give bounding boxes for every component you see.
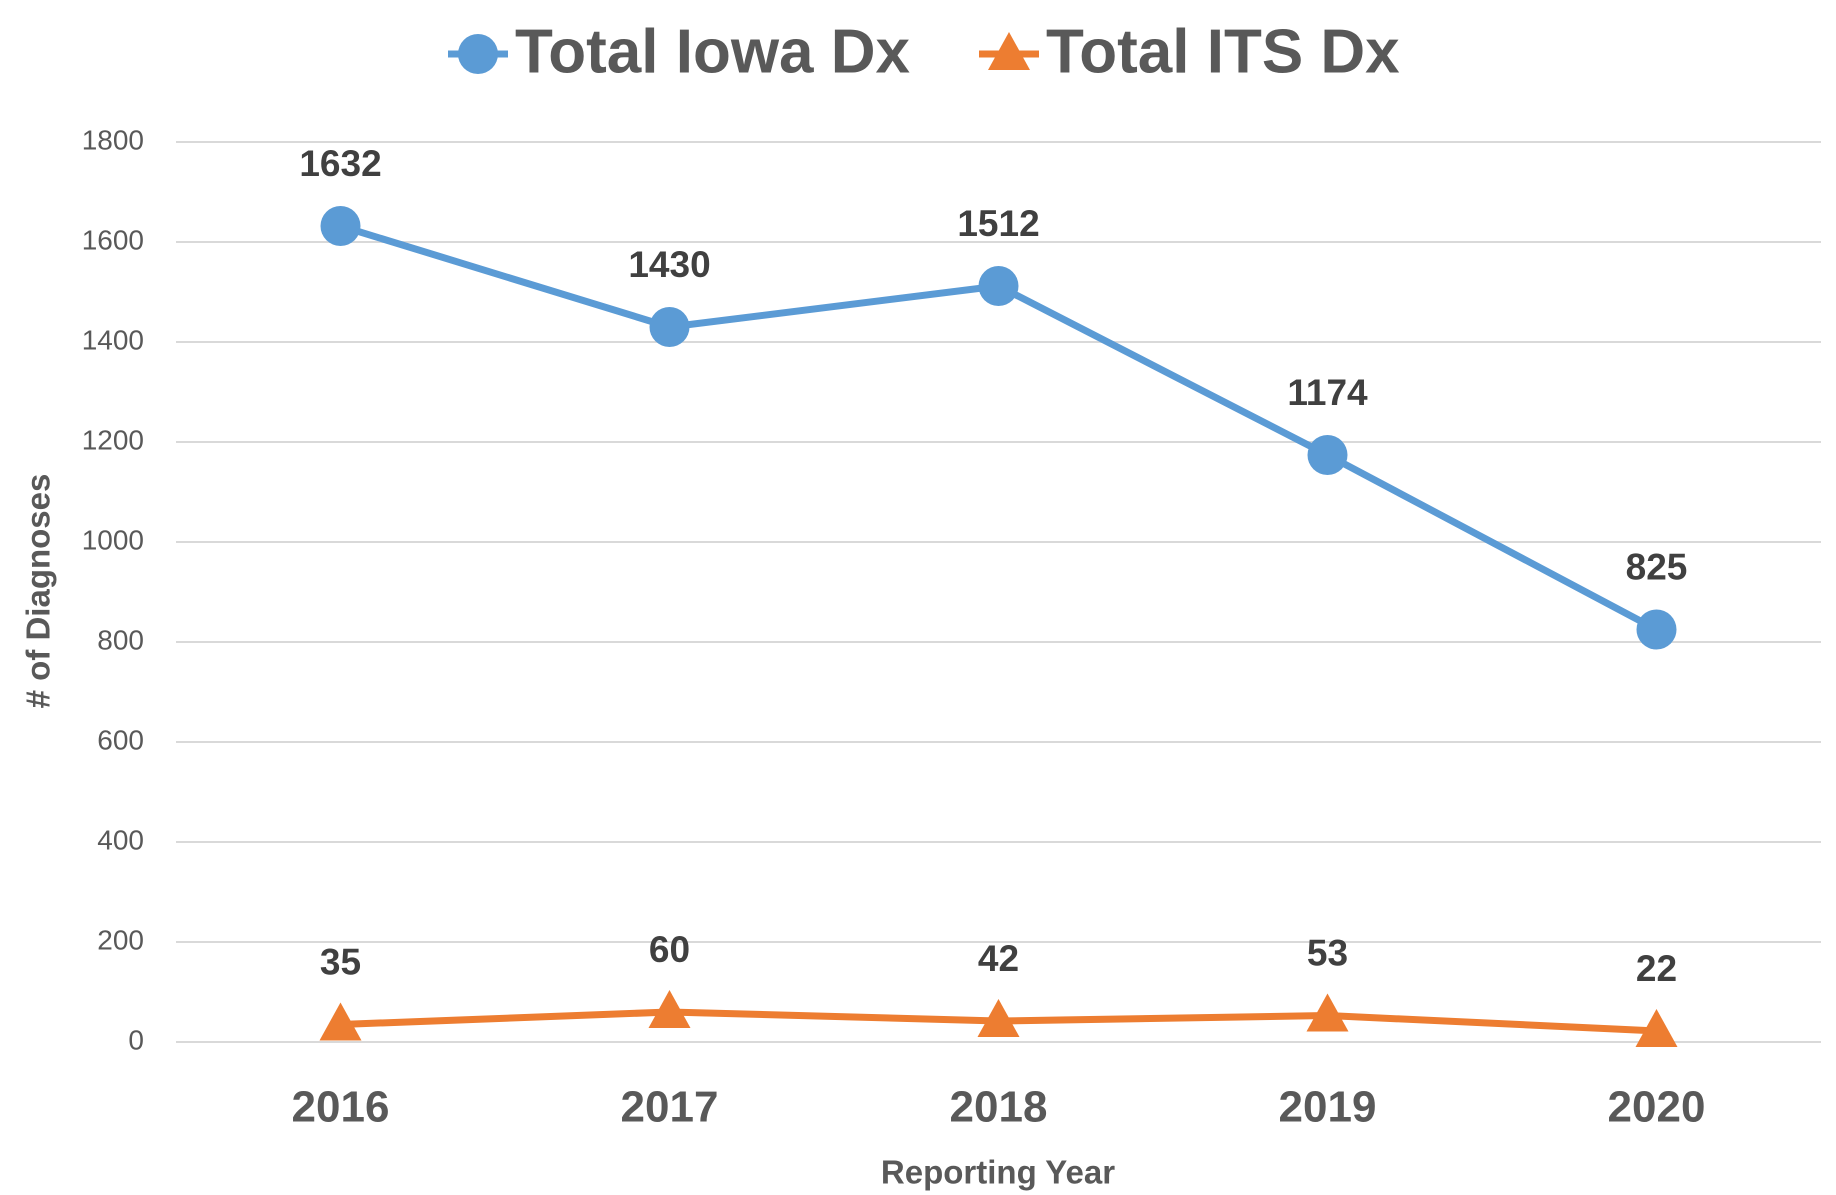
legend-label: Total ITS Dx [1046,17,1400,86]
marker [1306,993,1349,1032]
marker [320,206,361,246]
data-label: 1174 [1287,372,1368,413]
data-label: 825 [1626,546,1688,587]
data-label: 1632 [299,143,381,184]
data-label: 60 [649,929,690,970]
y-tick-label: 600 [97,724,144,755]
x-tick-label: 2018 [950,1083,1048,1132]
y-tick-label: 1000 [82,524,144,555]
marker [977,999,1020,1037]
data-label: 1430 [628,244,710,285]
data-label: 35 [320,941,361,982]
data-label: 42 [978,938,1019,979]
x-tick-label: 2020 [1608,1083,1706,1132]
marker [1635,1009,1678,1047]
marker [988,32,1030,70]
marker [649,307,690,347]
marker [1636,609,1677,650]
y-tick-label: 1800 [82,124,144,155]
x-tick-label: 2019 [1279,1083,1377,1132]
marker [1307,435,1348,475]
y-tick-label: 400 [97,824,144,855]
y-tick-label: 200 [97,924,144,955]
y-tick-label: 1600 [82,224,144,255]
y-tick-label: 1400 [82,324,144,355]
y-tick-label: 0 [128,1024,144,1055]
data-label: 22 [1636,948,1677,989]
x-tick-label: 2017 [621,1083,719,1132]
y-axis-title: # of Diagnoses [20,474,57,709]
legend-label: Total Iowa Dx [515,17,911,86]
data-label: 1512 [957,203,1039,244]
data-label: 53 [1307,932,1348,973]
marker [458,34,498,74]
marker [978,266,1019,306]
y-tick-label: 1200 [82,424,144,455]
x-axis-title: Reporting Year [881,1154,1115,1191]
marker [319,1002,362,1041]
y-tick-label: 800 [97,624,144,655]
marker [648,990,691,1028]
x-tick-label: 2016 [292,1083,390,1132]
